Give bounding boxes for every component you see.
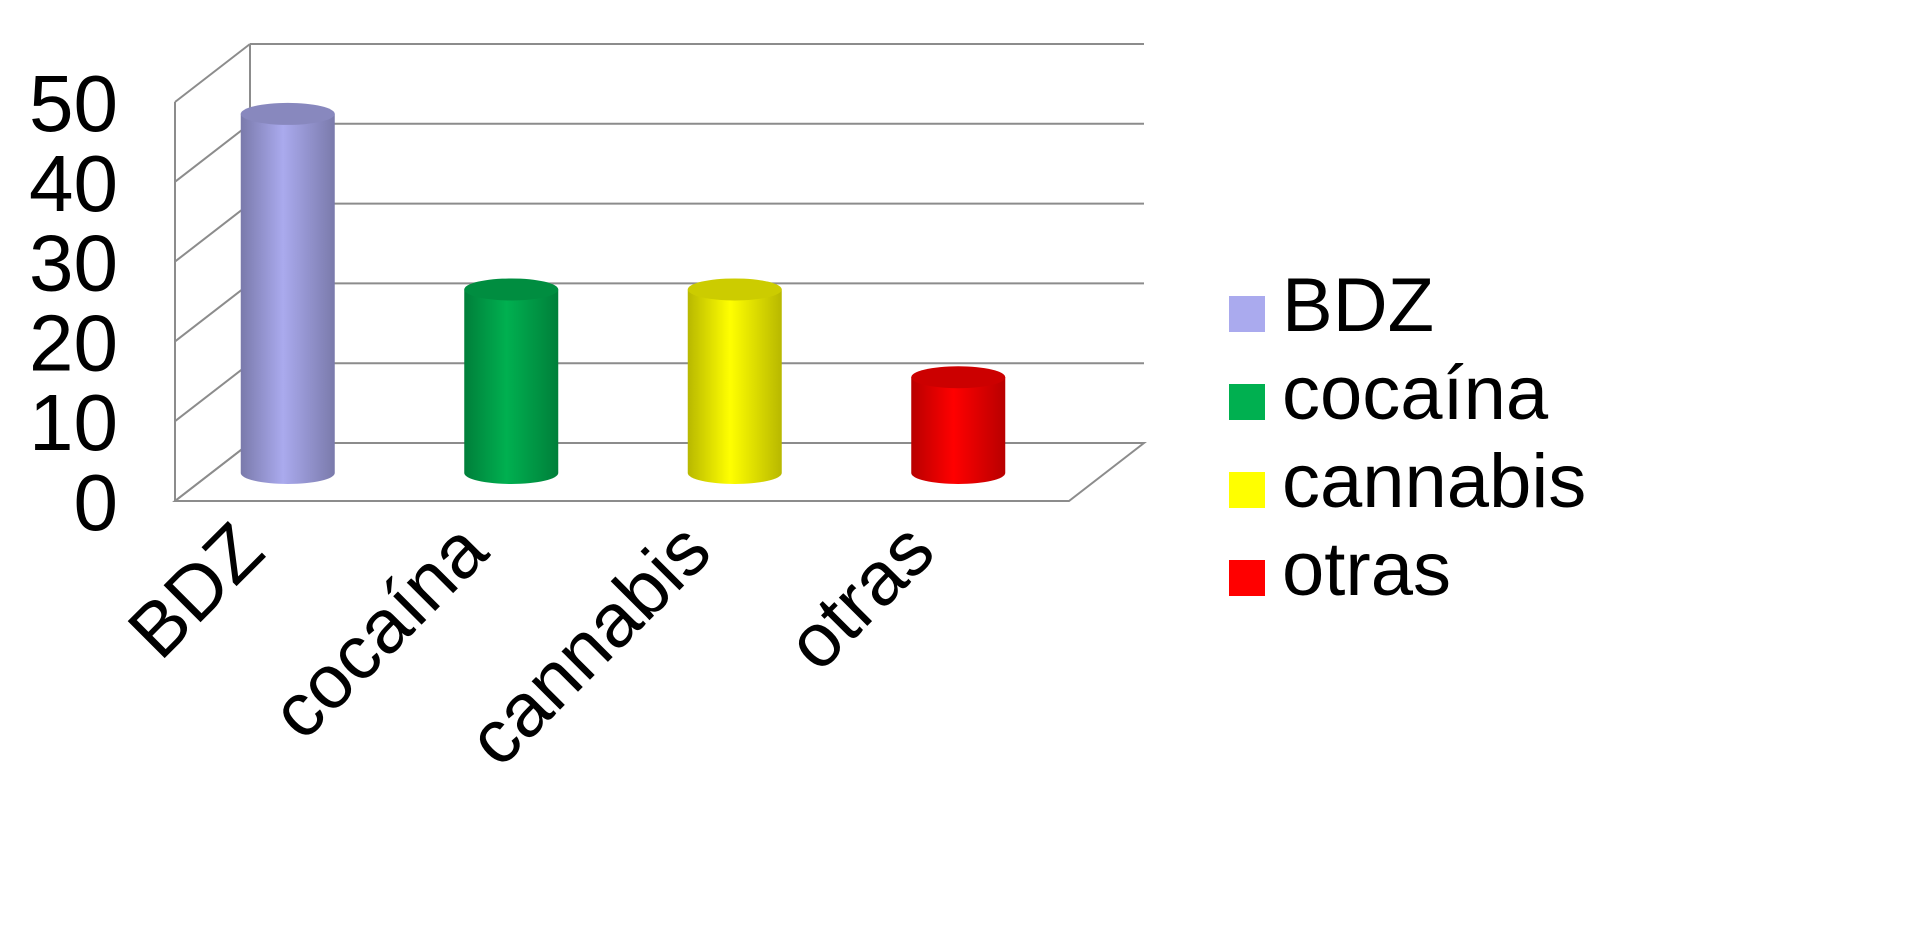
- legend-item: otras: [1229, 527, 1451, 612]
- y-tick-label: 40: [29, 139, 118, 228]
- bars: [240, 102, 1006, 485]
- bar-top: [687, 278, 782, 301]
- bar-cocaína: [464, 278, 559, 484]
- legend-swatch: [1229, 560, 1265, 596]
- legend-item: BDZ: [1229, 263, 1434, 348]
- gridline-wall: [174, 282, 251, 343]
- legend-swatch: [1229, 384, 1265, 420]
- bar-top: [240, 102, 335, 125]
- legend-swatch: [1229, 296, 1265, 332]
- x-category-label: BDZ: [112, 507, 280, 675]
- y-tick-label: 20: [29, 298, 118, 387]
- gridline-wall: [174, 202, 251, 263]
- bar-body: [464, 289, 559, 484]
- x-category-label: cannabis: [452, 507, 727, 782]
- legend-label: BDZ: [1282, 263, 1434, 348]
- legend-item: cannabis: [1229, 439, 1586, 524]
- bar-top: [464, 278, 559, 301]
- gridline-wall: [174, 123, 251, 183]
- legend-item: cocaína: [1229, 351, 1549, 436]
- y-tick-label: 10: [29, 378, 118, 467]
- legend-label: cocaína: [1282, 351, 1549, 436]
- bar-top: [911, 366, 1006, 389]
- x-category-label: otras: [771, 507, 951, 687]
- gridline-wall: [174, 43, 251, 103]
- y-tick-label: 0: [74, 458, 119, 547]
- bar-body: [240, 113, 335, 485]
- gridline-wall: [174, 362, 251, 422]
- gridline-wall: [174, 442, 251, 502]
- y-tick-label: 50: [29, 59, 118, 148]
- legend-swatch: [1229, 472, 1265, 508]
- bar-BDZ: [240, 102, 335, 485]
- legend-label: otras: [1282, 527, 1451, 612]
- legend-label: cannabis: [1282, 439, 1586, 524]
- bar-cannabis: [687, 278, 782, 484]
- bar-otras: [911, 366, 1006, 484]
- y-tick-label: 30: [29, 219, 118, 308]
- bar-body: [911, 377, 1006, 484]
- bar-body: [687, 289, 782, 484]
